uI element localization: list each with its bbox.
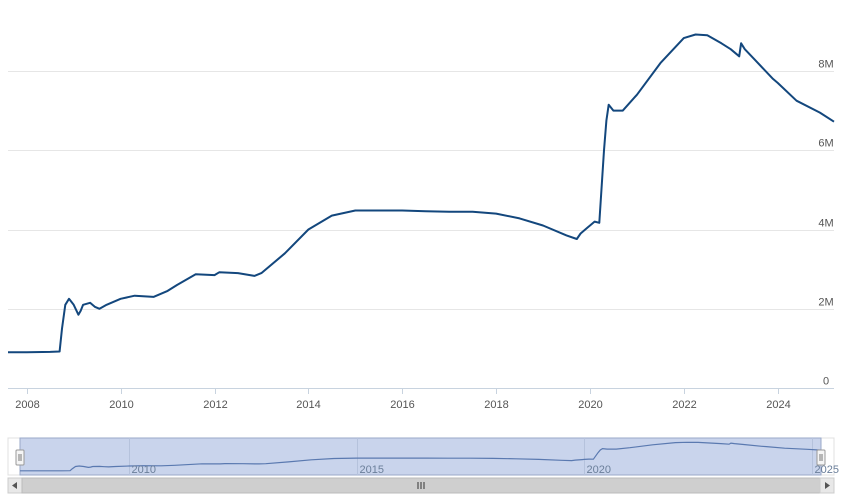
- y-tick-label: 2M: [818, 297, 833, 309]
- x-tick-label: 2020: [578, 399, 602, 411]
- navigator-tick-label: 2025: [815, 464, 839, 476]
- navigator-x-labels: 2010 2015 2020 2025: [132, 464, 839, 476]
- x-tick-label: 2010: [109, 399, 133, 411]
- x-tick-label: 2008: [15, 399, 39, 411]
- y-axis-labels: 0 2M 4M 6M 8M: [818, 59, 833, 388]
- navigator-right-handle[interactable]: [816, 449, 826, 466]
- x-tick-label: 2016: [390, 399, 414, 411]
- x-tick-label: 2012: [203, 399, 227, 411]
- navigator-tick-label: 2010: [132, 464, 156, 476]
- scrollbar[interactable]: [7, 477, 835, 494]
- x-tick-label: 2024: [766, 399, 790, 411]
- y-tick-label: 8M: [818, 59, 833, 71]
- x-axis-labels: 2008 2010 2012 2014 2016 2018 2020 2022 2024: [15, 388, 791, 411]
- navigator[interactable]: 2010 2015 2020 2025: [7, 437, 839, 476]
- navigator-tick-label: 2020: [587, 464, 611, 476]
- navigator-grid: [129, 438, 813, 475]
- x-tick-label: 2022: [672, 399, 696, 411]
- y-tick-label: 6M: [818, 138, 833, 150]
- navigator-left-handle[interactable]: [15, 449, 25, 466]
- chevron-left-icon: [12, 482, 17, 489]
- chevron-right-icon: [825, 482, 830, 489]
- x-tick-label: 2014: [296, 399, 320, 411]
- navigator-tick-label: 2015: [360, 464, 384, 476]
- x-tick-label: 2018: [484, 399, 508, 411]
- scrollbar-grip-icon: [417, 482, 425, 489]
- y-tick-label: 4M: [818, 218, 833, 230]
- navigator-series-line: [20, 441, 822, 472]
- y-tick-label: 0: [823, 376, 829, 388]
- series-line: [8, 33, 835, 354]
- grid-lines: [8, 71, 834, 389]
